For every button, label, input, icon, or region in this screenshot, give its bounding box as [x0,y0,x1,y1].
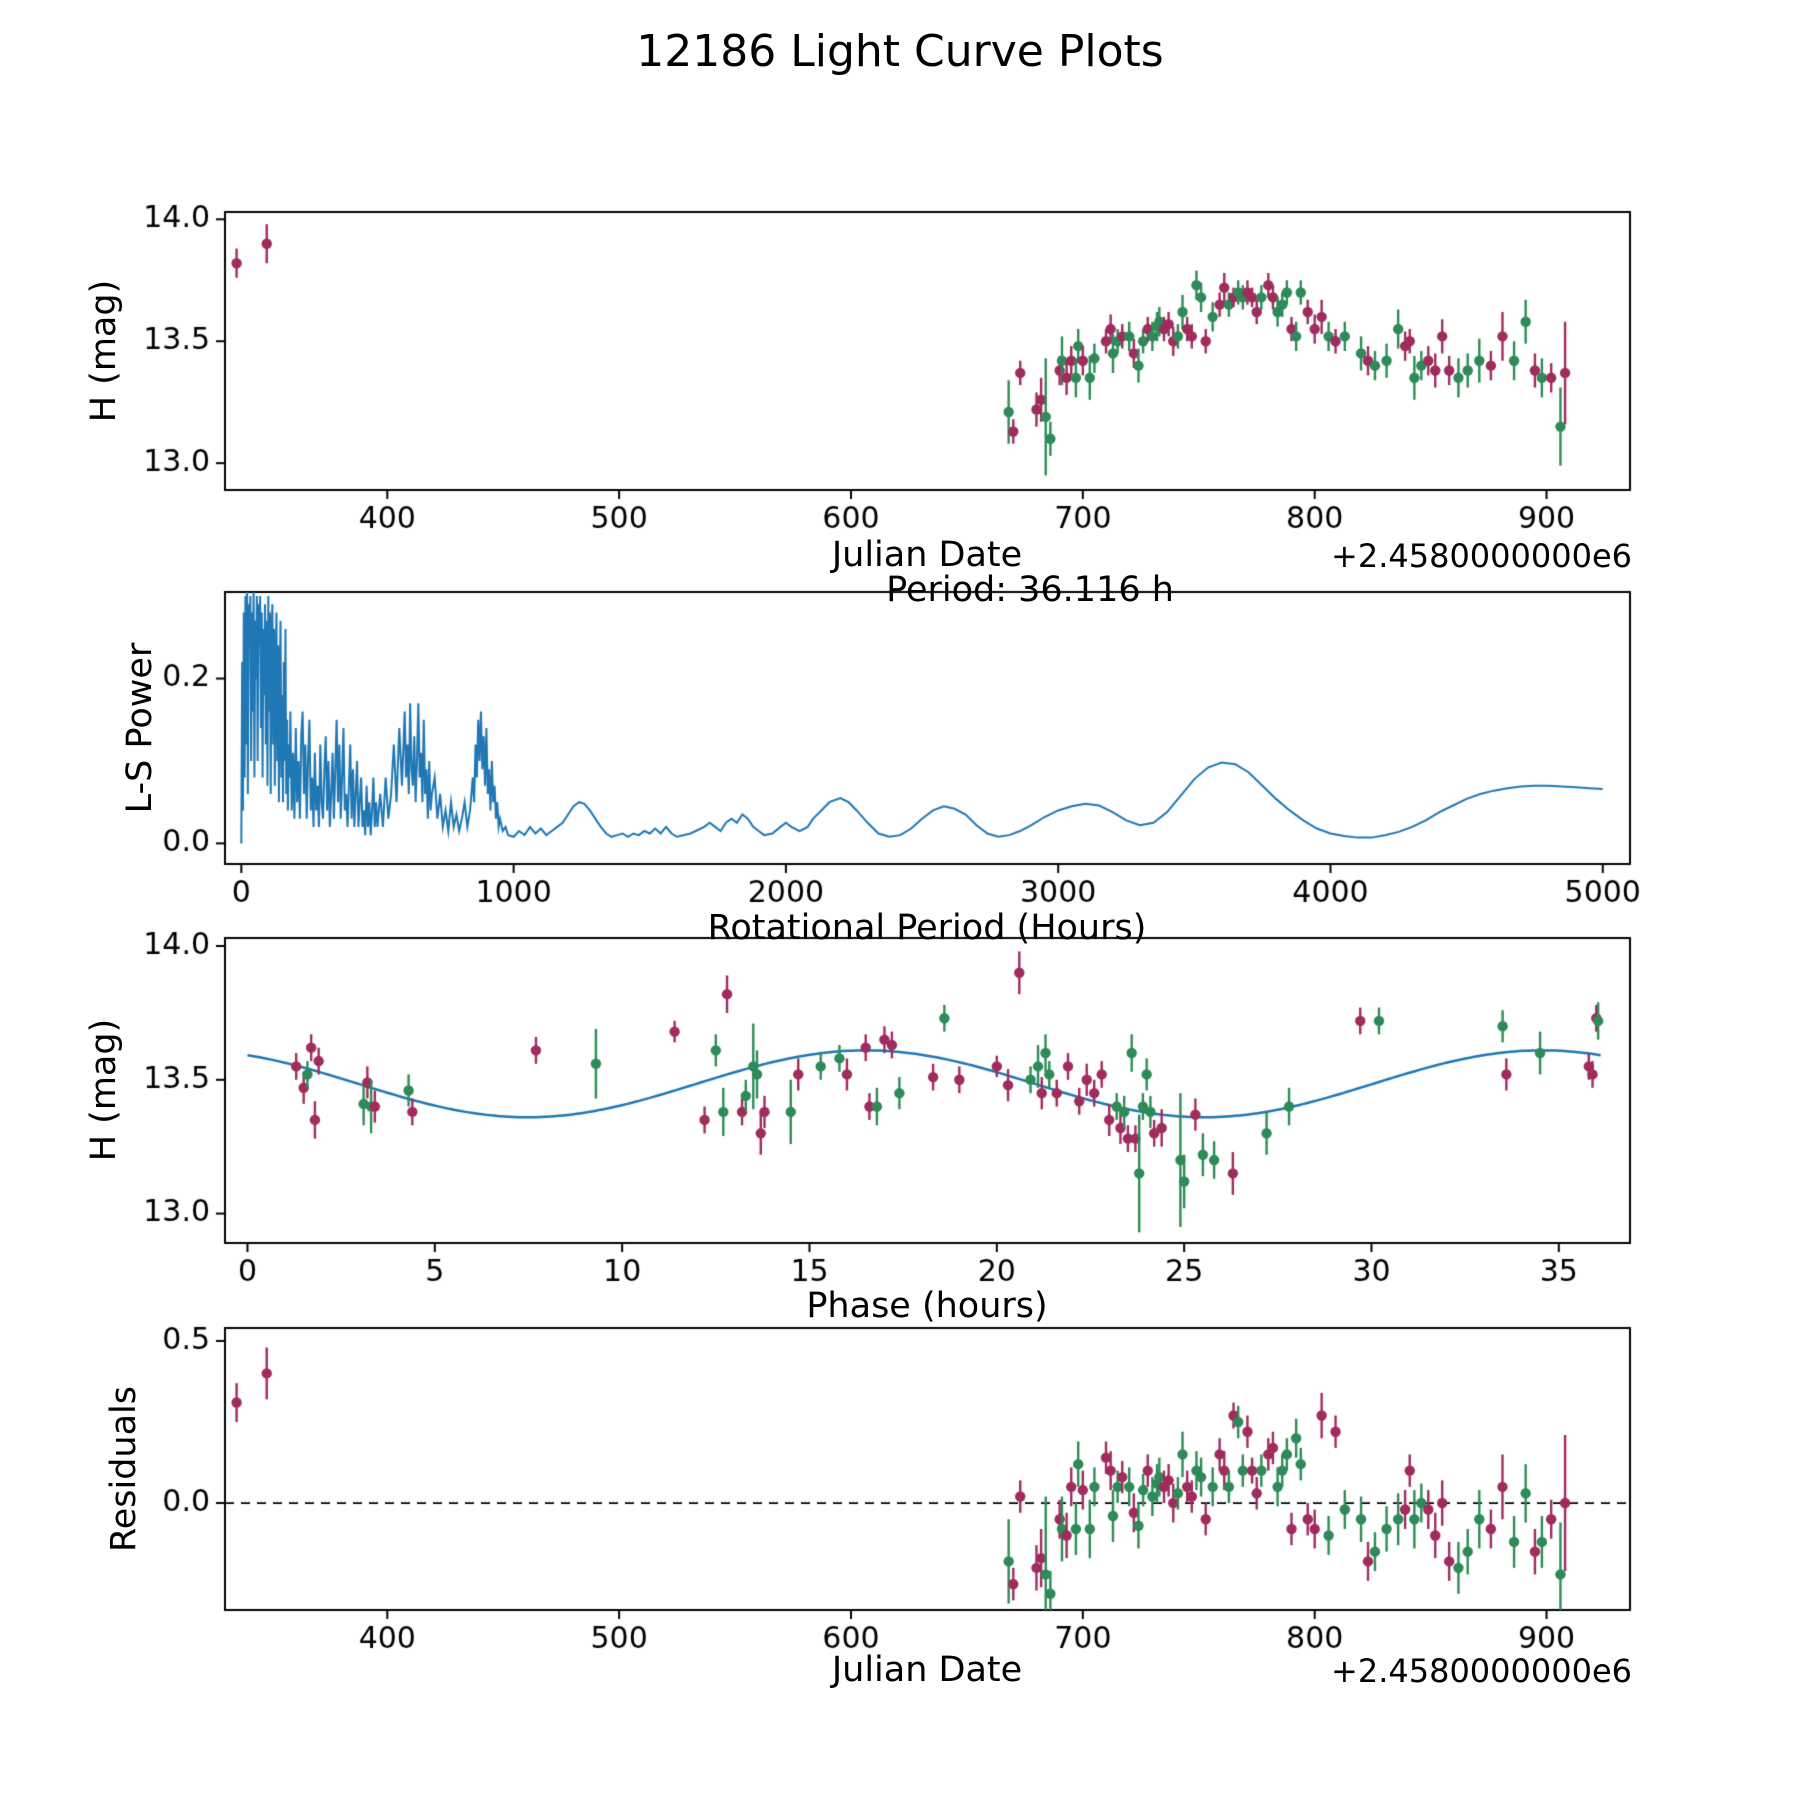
panel1-y-axis-label: H (mag) [84,279,124,423]
panel2-x-axis-label: Rotational Period (Hours) [707,908,1147,948]
panel2-y-axis-label: L-S Power [120,642,160,814]
panel1-x-axis-label: Julian Date [831,535,1023,575]
figure-title: 12186 Light Curve Plots [636,26,1164,77]
panel1-x-offset-label: +2.4580000000e6 [1331,537,1632,575]
panel4-x-offset-label: +2.4580000000e6 [1331,1652,1632,1690]
period-annotation: Period: 36.116 h [886,570,1174,610]
panel3-y-axis-label: H (mag) [84,1018,124,1162]
panel3-x-axis-label: Phase (hours) [806,1286,1048,1326]
panel4-x-axis-label: Julian Date [831,1650,1023,1690]
panel4-y-axis-label: Residuals [104,1385,144,1553]
